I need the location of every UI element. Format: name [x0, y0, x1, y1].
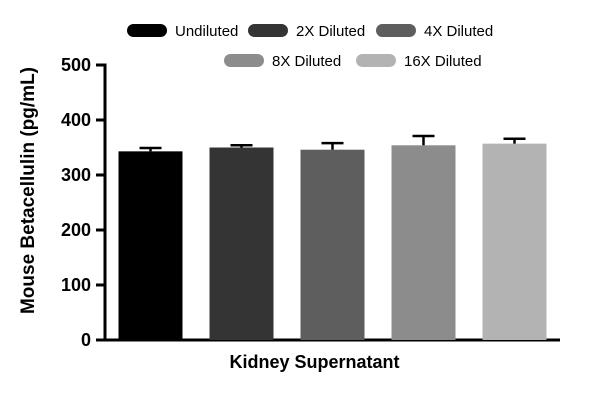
- y-tick-label: 100: [61, 275, 91, 295]
- bar-2x-diluted: [209, 147, 274, 340]
- legend-label: 4X Diluted: [424, 23, 493, 40]
- y-axis-title: Mouse Betacellulin (pg/mL): [18, 67, 39, 314]
- x-axis-label: Kidney Supernatant: [229, 352, 399, 372]
- y-tick-label: 0: [81, 330, 91, 350]
- bar-8x-diluted: [391, 145, 456, 340]
- legend-label: 16X Diluted: [404, 53, 482, 70]
- y-tick-label: 400: [61, 110, 91, 130]
- y-tick-label: 300: [61, 165, 91, 185]
- legend-swatch: [224, 54, 264, 67]
- y-tick-label: 200: [61, 220, 91, 240]
- legend-swatch: [376, 24, 416, 37]
- y-tick-label: 500: [61, 55, 91, 75]
- bar-4x-diluted: [300, 149, 365, 340]
- legend-label: 8X Diluted: [272, 53, 341, 70]
- legend-swatch: [248, 24, 288, 37]
- legend-label: 2X Diluted: [296, 23, 365, 40]
- legend-swatch: [127, 24, 167, 37]
- bar-undiluted: [118, 151, 183, 340]
- bar-16x-diluted: [482, 143, 547, 340]
- legend-swatch: [356, 54, 396, 67]
- legend-label: Undiluted: [175, 23, 238, 40]
